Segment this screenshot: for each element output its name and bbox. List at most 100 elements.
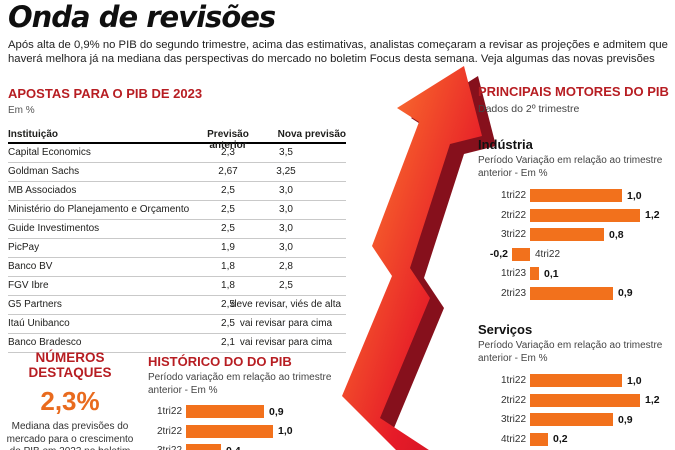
bar-row: 2tri22 1,2 — [478, 208, 674, 223]
institution-cell: Ministério do Planejamento e Orçamento — [8, 204, 190, 215]
previous-forecast-cell: 1,9 — [221, 242, 235, 253]
bar-value-label: 0,9 — [618, 413, 633, 426]
bar-row: 1tri22 1,0 — [478, 189, 674, 203]
header: Onda de revisões Após alta de 0,9% no PI… — [8, 0, 670, 66]
institution-cell: Capital Economics — [8, 147, 91, 158]
bar-value-label: 0,2 — [553, 433, 568, 446]
new-forecast-cell: 3,5 — [279, 147, 293, 158]
motores-title: PRINCIPAIS MOTORES DO PIB — [478, 84, 669, 99]
bar — [530, 286, 613, 300]
bar-row: 2tri23 0,9 — [478, 286, 674, 301]
bar — [530, 374, 622, 388]
new-forecast-cell: 3,0 — [279, 223, 293, 234]
bar-row: 3tri22 0,8 — [478, 228, 674, 242]
previous-forecast-cell: 1,8 — [221, 261, 235, 272]
section-apostas: APOSTAS PARA O PIB DE 2023 Em % Institui… — [8, 86, 346, 353]
highlight-value: 2,3% — [40, 386, 100, 416]
new-forecast-cell: vai revisar para cima — [239, 337, 333, 348]
highlight-caption: Mediana das previsões do mercado para o … — [6, 421, 134, 450]
table-row: G5 Partners 2,5 deve revisar, viés de alta — [8, 296, 346, 315]
institution-cell: PicPay — [8, 242, 40, 253]
table-row: Banco Bradesco 2,1 vai revisar para cima — [8, 334, 346, 353]
previous-forecast-cell: 2,5 — [221, 204, 235, 215]
bar — [530, 228, 604, 242]
table-row: PicPay 1,9 3,0 — [8, 239, 346, 258]
table-row: Guide Investimentos 2,5 3,0 — [8, 220, 346, 239]
up-arrow-icon — [342, 66, 496, 450]
bar-value-label: 1,2 — [645, 209, 660, 222]
bar-value-label: 1,0 — [627, 189, 642, 202]
bar — [530, 393, 640, 407]
bar — [186, 405, 264, 419]
apostas-unit: Em % — [8, 105, 35, 116]
column-header-new: Nova previsão — [277, 129, 346, 140]
previous-forecast-cell: 2,5 — [221, 185, 235, 196]
industria-bars: 1tri22 1,0 2tri22 1,2 3tri22 0,8 -0,2 4tri22 1tr… — [478, 189, 674, 300]
bar-row: 3tri22 0,9 — [478, 413, 674, 427]
bar-category-label: 4tri22 — [500, 433, 526, 445]
bar-value-label: 0,1 — [544, 267, 559, 280]
bar — [530, 208, 640, 222]
new-forecast-cell: 3,0 — [279, 204, 293, 215]
table-header-row: Instituição Previsão anterior Nova previ… — [8, 126, 346, 151]
bar-category-label: 1tri23 — [500, 268, 526, 280]
servicos-title: Serviços — [478, 322, 533, 337]
apostas-title: APOSTAS PARA O PIB DE 2023 — [8, 86, 203, 101]
institution-cell: Itaú Unibanco — [8, 318, 70, 329]
servicos-bars: 1tri22 1,0 2tri22 1,2 3tri22 0,9 4tri22 0,2 1tri… — [478, 374, 674, 450]
table-row: MB Associados 2,5 3,0 — [8, 182, 346, 201]
motores-subtitle: Dados do 2º trimestre — [478, 103, 580, 115]
column-header-previous: Previsão anterior — [207, 129, 249, 151]
bar-value-label: 1,0 — [627, 374, 642, 387]
institution-cell: Goldman Sachs — [8, 166, 80, 177]
new-forecast-cell: 3,0 — [279, 242, 293, 253]
section-historico-pib: HISTÓRICO DO DO PIB Período variação em … — [148, 354, 353, 450]
new-forecast-cell: vai revisar para cima — [239, 318, 333, 329]
table-row: Capital Economics 2,3 3,5 — [8, 144, 346, 163]
bar-category-label: 2tri22 — [156, 425, 182, 437]
bar — [530, 267, 539, 281]
bar-category-label: 1tri22 — [500, 375, 526, 387]
previous-forecast-cell: 2,5 — [221, 318, 235, 329]
bar-category-label: 3tri22 — [500, 414, 526, 426]
bar-row: 4tri22 0,2 — [478, 432, 674, 447]
bar — [186, 444, 221, 450]
bar-value-label: 1,0 — [278, 425, 293, 438]
bar — [530, 413, 613, 427]
bar-row: 3tri22 0,4 — [148, 444, 353, 450]
table-body: Capital Economics 2,3 3,5 Goldman Sachs 2,67… — [8, 144, 346, 353]
bar — [530, 189, 622, 203]
table-row: Banco BV 1,8 2,8 — [8, 258, 346, 277]
previous-forecast-cell: 2,5 — [221, 223, 235, 234]
bar-value-label: 0,9 — [269, 405, 284, 418]
page-subtitle: Após alta de 0,9% no PIB do segundo trim… — [8, 39, 668, 65]
bar-row: 1tri22 1,0 — [478, 374, 674, 388]
new-forecast-cell: deve revisar, viés de alta — [230, 299, 342, 310]
bar-value-label: 0,8 — [609, 228, 624, 241]
table-row: Ministério do Planejamento e Orçamento 2,… — [8, 201, 346, 220]
column-header-institution: Instituição — [8, 129, 59, 140]
bar-category-label: 2tri22 — [500, 209, 526, 221]
institution-cell: Guide Investimentos — [8, 223, 100, 234]
historico-subtitle: Período variação em relação ao trimestre… — [148, 372, 332, 396]
bar — [512, 247, 530, 261]
table-row: Goldman Sachs 2,67 3,25 — [8, 163, 346, 182]
new-forecast-cell: 2,8 — [279, 261, 293, 272]
historico-bars: 1tri22 0,9 2tri22 1,0 3tri22 0,4 — [148, 405, 353, 450]
bar-category-label: 3tri22 — [500, 229, 526, 241]
new-forecast-cell: 3,0 — [279, 185, 293, 196]
bar-category-label: 2tri23 — [500, 287, 526, 299]
bar-category-label: 1tri22 — [156, 406, 182, 418]
institution-cell: G5 Partners — [8, 299, 62, 310]
previous-forecast-cell: 2,3 — [221, 147, 235, 158]
numeros-title: NÚMEROS DESTAQUES — [28, 350, 112, 380]
bar-category-label: 2tri22 — [500, 394, 526, 406]
servicos-subtitle: Período Variação em relação ao trimestre… — [478, 340, 663, 364]
institution-cell: Banco BV — [8, 261, 53, 272]
bar-value-label: -0,2 — [489, 248, 508, 261]
table-row: Itaú Unibanco 2,5 vai revisar para cima — [8, 315, 346, 334]
previous-forecast-cell: 2,67 — [218, 166, 238, 177]
bar-row: 2tri22 1,2 — [478, 393, 674, 408]
institution-cell: MB Associados — [8, 185, 77, 196]
